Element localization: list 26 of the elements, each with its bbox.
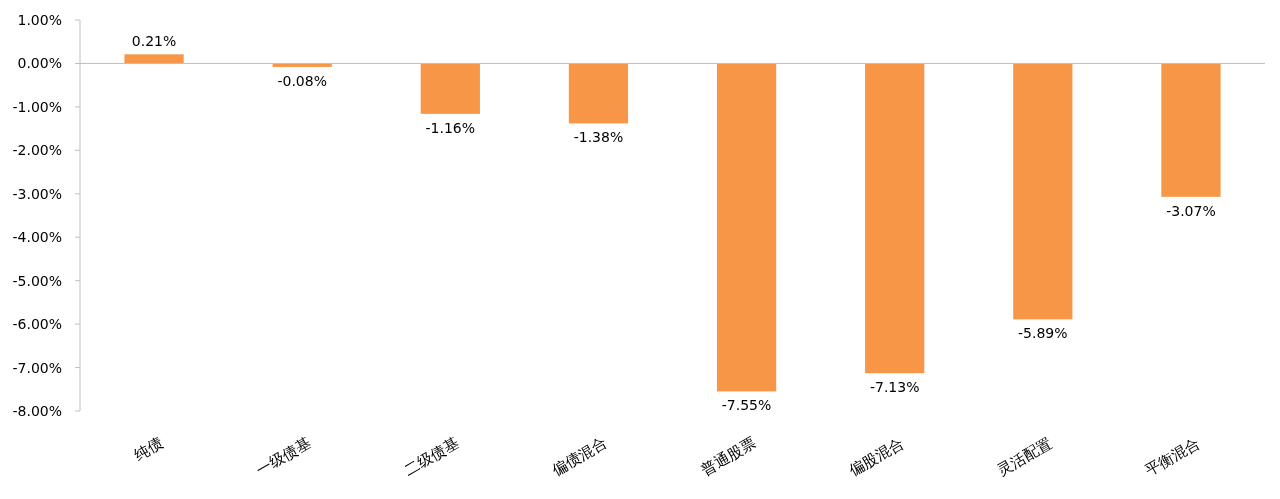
data-label: -1.16% — [425, 119, 476, 136]
x-tick-label: 普通股票 — [697, 433, 759, 480]
data-label: 0.21% — [131, 33, 177, 50]
y-tick-label: -8.00% — [12, 403, 62, 419]
y-tick-label: 1.00% — [17, 12, 62, 28]
y-tick-label: -5.00% — [12, 272, 62, 289]
y-tick-label: 0.00% — [17, 55, 62, 72]
x-tick-label: 偏债混合 — [549, 433, 611, 480]
x-tick-label: 灵活配置 — [993, 433, 1055, 480]
y-tick-label: -7.00% — [12, 359, 62, 376]
y-tick-label: -2.00% — [12, 142, 62, 159]
data-label: -3.07% — [1166, 202, 1216, 219]
data-label: -5.89% — [1018, 325, 1068, 342]
y-tick-label: -3.00% — [12, 185, 62, 202]
data-label: -1.38% — [573, 129, 624, 146]
data-label: -0.08% — [277, 72, 327, 89]
x-tick-label: 一级债基 — [253, 433, 315, 480]
x-tick-label: 平衡混合 — [1141, 433, 1203, 480]
x-tick-label: 纯债 — [131, 433, 167, 465]
data-label: -7.13% — [869, 379, 920, 396]
data-label: -7.55% — [721, 397, 772, 414]
y-tick-label: -4.00% — [12, 229, 62, 246]
x-tick-label: 偏股混合 — [845, 433, 907, 480]
x-tick-label: 二级债基 — [401, 433, 463, 480]
y-tick-label: -1.00% — [12, 98, 62, 115]
y-tick-label: -6.00% — [12, 316, 62, 333]
